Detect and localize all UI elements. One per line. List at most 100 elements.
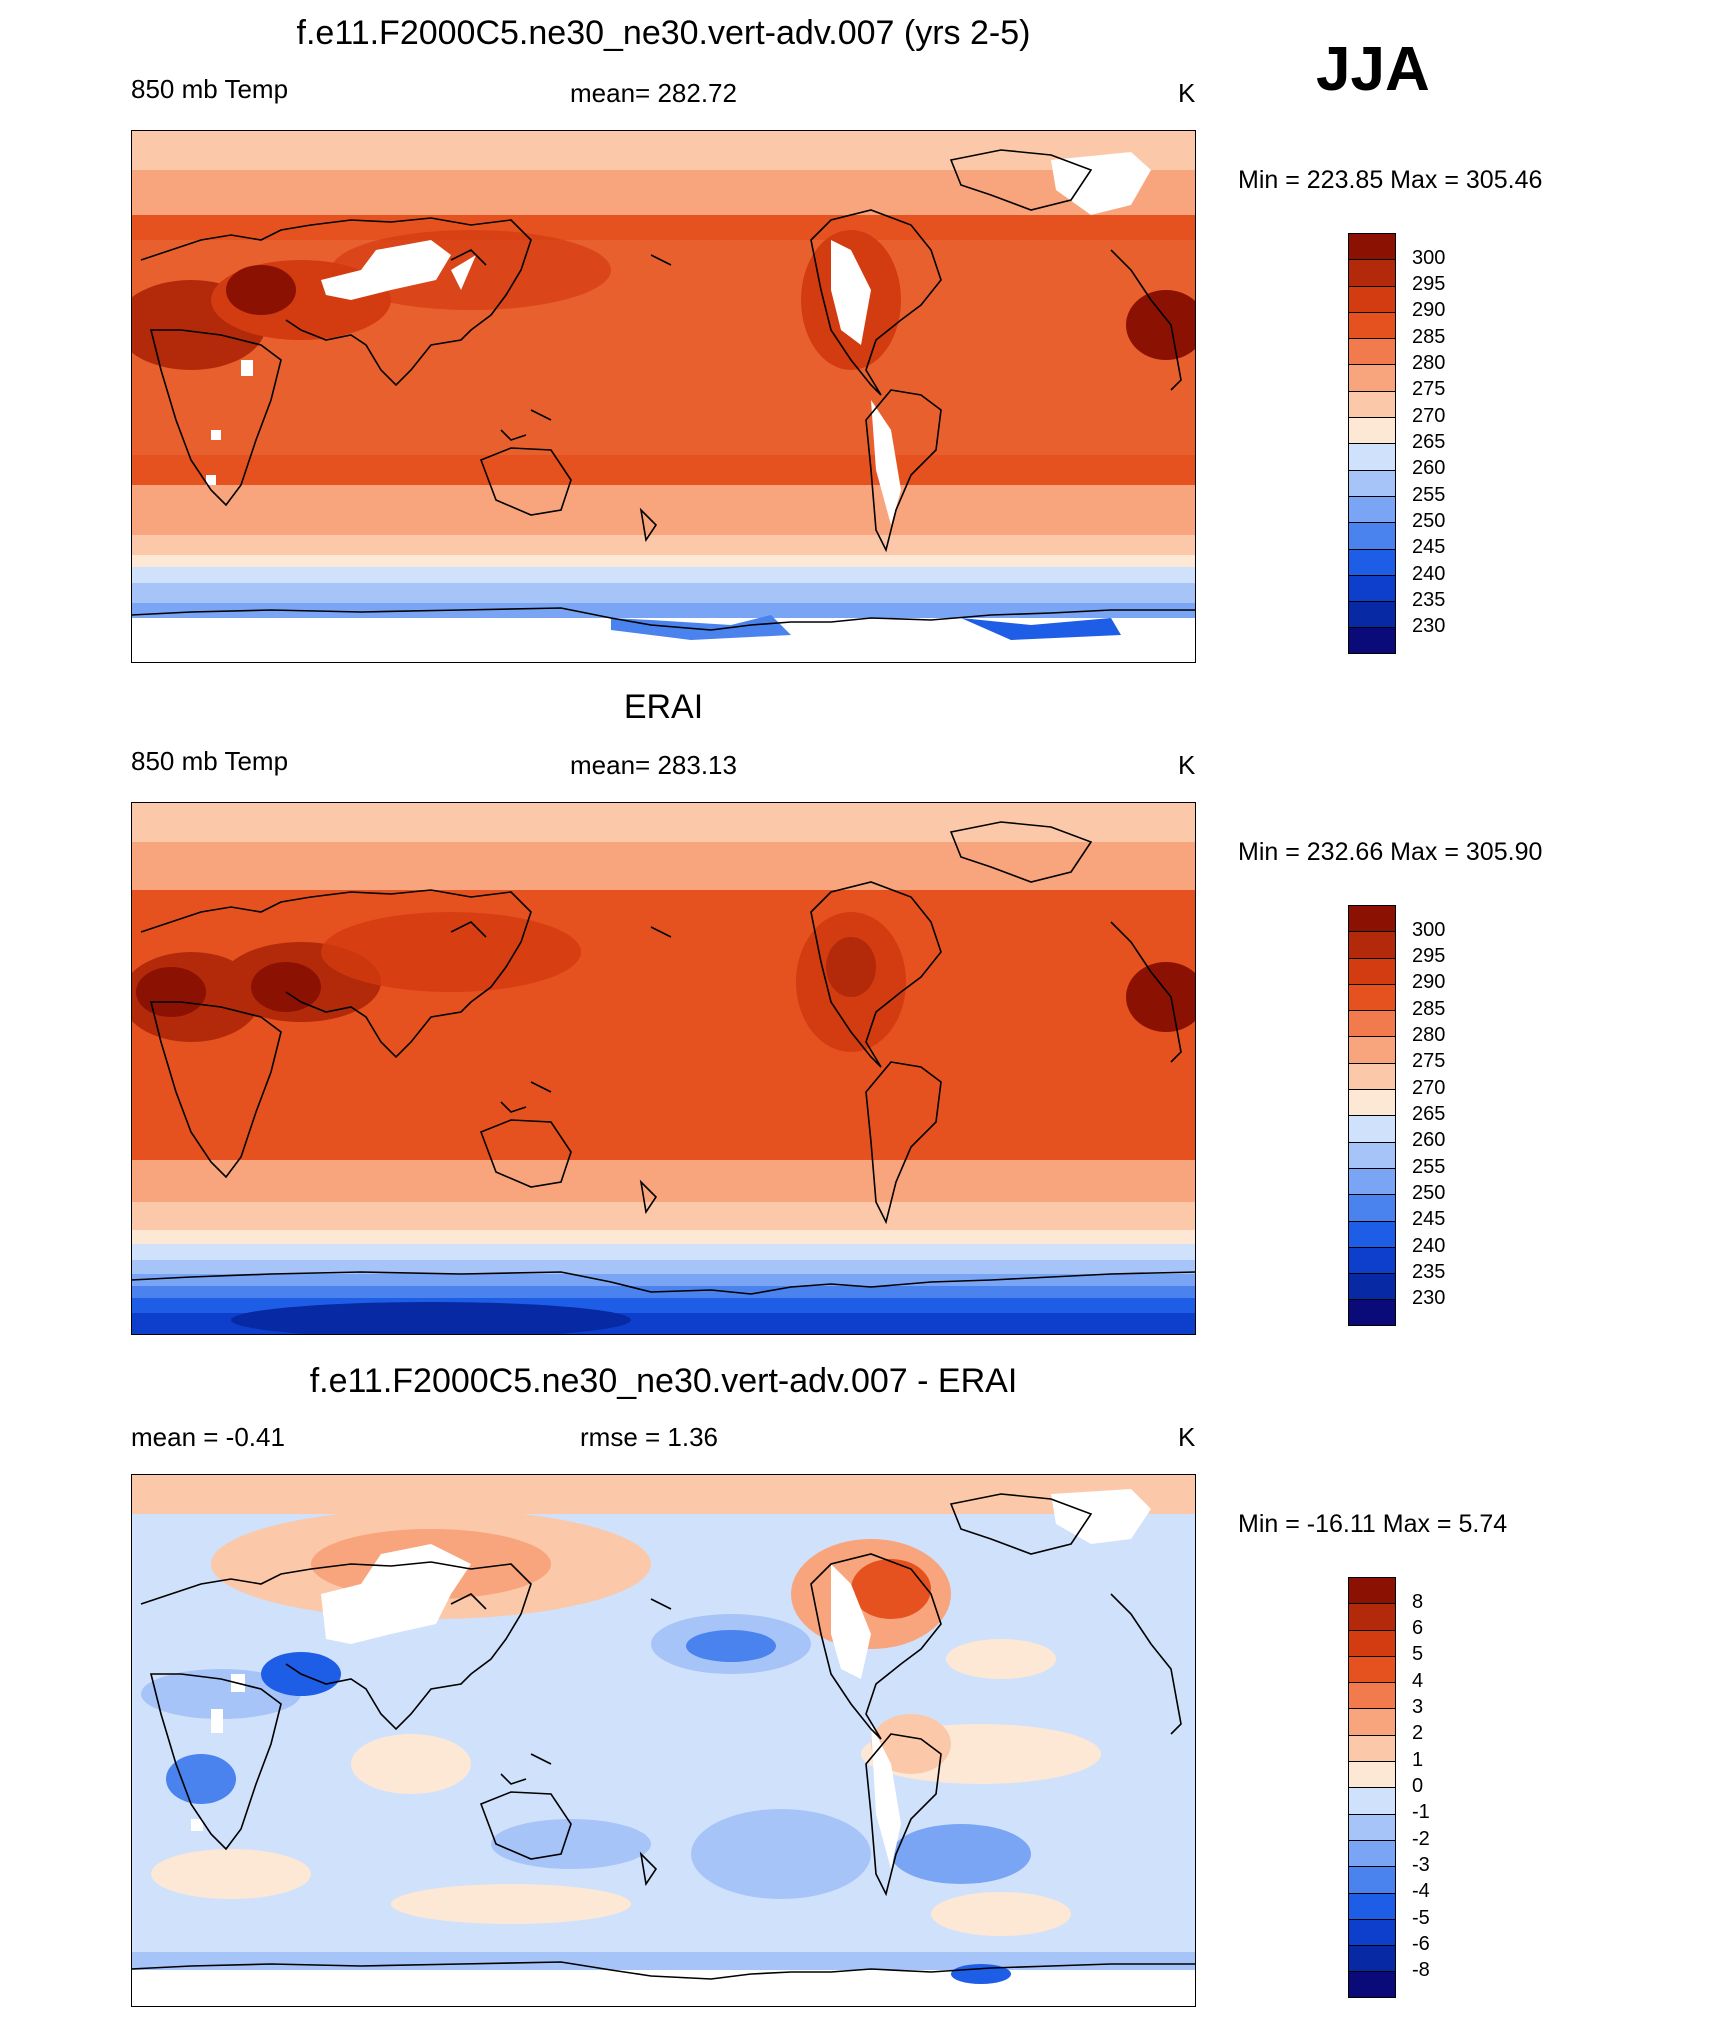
panel3-colorbar-swatch — [1348, 1629, 1396, 1656]
panel2-title: ERAI — [623, 688, 704, 726]
panel2-colorbar-swatch — [1348, 905, 1396, 932]
panel1-mean-label: mean= 282.72 — [570, 78, 737, 108]
panel1-variable-label: 850 mb Temp — [131, 74, 289, 104]
colorbar-tick-label: 265 — [1412, 431, 1446, 453]
colorbar-tick-label: 295 — [1412, 273, 1446, 295]
colorbar-tick-label: 240 — [1412, 1235, 1446, 1257]
panel2-colorbar-outline — [1348, 905, 1396, 1326]
panel3-colorbar-swatch — [1348, 1787, 1396, 1814]
colorbar-tick-label: 290 — [1412, 971, 1446, 993]
colorbar-tick-label: 300 — [1412, 919, 1446, 941]
colorbar-tick-label: 295 — [1412, 945, 1446, 967]
panel3-minmax: Min = -16.11 Max = 5.74 — [1238, 1510, 1508, 1538]
panel1-colorbar-swatch — [1348, 601, 1396, 628]
colorbar-tick-label: 230 — [1412, 615, 1446, 637]
panel1-colorbar — [1348, 233, 1396, 654]
colorbar-tick-label: -2 — [1412, 1828, 1430, 1850]
panel3-colorbar — [1348, 1577, 1396, 1998]
panel3-colorbar-swatch — [1348, 1682, 1396, 1709]
panel1-colorbar-swatch — [1348, 338, 1396, 365]
panel1-colorbar-outline — [1348, 233, 1396, 654]
panel2-colorbar-swatch — [1348, 931, 1396, 958]
panel2-colorbar-swatch — [1348, 1299, 1396, 1326]
colorbar-tick-label: 250 — [1412, 1182, 1446, 1204]
colorbar-tick-label: 255 — [1412, 1156, 1446, 1178]
panel3-units-label: K — [1178, 1422, 1196, 1452]
colorbar-tick-label: -6 — [1412, 1933, 1430, 1955]
colorbar-tick-label: 300 — [1412, 247, 1446, 269]
colorbar-tick-label: -4 — [1412, 1880, 1430, 1902]
colorbar-tick-label: 230 — [1412, 1287, 1446, 1309]
panel2-colorbar-swatch — [1348, 1220, 1396, 1247]
panel1-units-label: K — [1178, 78, 1196, 108]
panel1-colorbar-swatch — [1348, 233, 1396, 260]
panel2-colorbar-swatch — [1348, 1167, 1396, 1195]
panel2-colorbar-swatch — [1348, 957, 1396, 984]
panel3-colorbar-swatch — [1348, 1971, 1396, 1998]
panel2-colorbar — [1348, 905, 1396, 1326]
panel1-colorbar-swatch — [1348, 285, 1396, 312]
colorbar-tick-label: 285 — [1412, 326, 1446, 348]
panel1-map — [131, 130, 1196, 663]
colorbar-tick-label: 240 — [1412, 563, 1446, 585]
panel2-mean-label: mean= 283.13 — [570, 750, 737, 780]
colorbar-tick-label: 250 — [1412, 510, 1446, 532]
panel2-colorbar-swatch — [1348, 1010, 1396, 1037]
panel1-colorbar-swatch — [1348, 522, 1396, 549]
colorbar-tick-label: 245 — [1412, 536, 1446, 558]
panel3-colorbar-swatch — [1348, 1603, 1396, 1630]
colorbar-tick-label: 6 — [1412, 1617, 1424, 1639]
panel3-colorbar-swatch — [1348, 1866, 1396, 1893]
panel3-title: f.e11.F2000C5.ne30_ne30.vert-adv.007 - E… — [309, 1362, 1018, 1400]
panel1-colorbar-swatch — [1348, 417, 1396, 444]
colorbar-tick-label: 0 — [1412, 1775, 1424, 1797]
panel3-colorbar-swatch — [1348, 1734, 1396, 1762]
panel1-colorbar-swatch — [1348, 364, 1396, 391]
panel1-colorbar-swatch — [1348, 469, 1396, 496]
colorbar-tick-label: 245 — [1412, 1208, 1446, 1230]
colorbar-tick-label: 3 — [1412, 1696, 1424, 1718]
panel3-map — [131, 1474, 1196, 2007]
panel2-units-label: K — [1178, 750, 1196, 780]
panel1-minmax: Min = 223.85 Max = 305.46 — [1238, 166, 1543, 194]
panel1-colorbar-swatch — [1348, 443, 1396, 470]
panel3-rmse-label: rmse = 1.36 — [580, 1422, 719, 1452]
colorbar-tick-label: 2 — [1412, 1722, 1424, 1744]
panel2-colorbar-swatch — [1348, 1194, 1396, 1221]
colorbar-tick-label: -3 — [1412, 1854, 1430, 1876]
colorbar-tick-label: 290 — [1412, 299, 1446, 321]
colorbar-tick-label: 235 — [1412, 589, 1446, 611]
panel1-colorbar-swatch — [1348, 259, 1396, 286]
colorbar-tick-label: 260 — [1412, 457, 1446, 479]
panel2-variable-label: 850 mb Temp — [131, 746, 289, 776]
colorbar-tick-label: 275 — [1412, 1050, 1446, 1072]
panel3-colorbar-swatch — [1348, 1708, 1396, 1735]
panel3-colorbar-swatch — [1348, 1918, 1396, 1946]
panel1-colorbar-swatch — [1348, 390, 1396, 418]
panel3-mean-label: mean = -0.41 — [131, 1422, 285, 1452]
panel3-colorbar-swatch — [1348, 1577, 1396, 1604]
panel2-colorbar-swatch — [1348, 1115, 1396, 1142]
panel3-colorbar-swatch — [1348, 1761, 1396, 1788]
panel3-colorbar-swatch — [1348, 1813, 1396, 1840]
colorbar-tick-label: 270 — [1412, 1077, 1446, 1099]
panel1-colorbar-swatch — [1348, 495, 1396, 523]
panel1-colorbar-swatch — [1348, 548, 1396, 575]
colorbar-tick-label: 255 — [1412, 484, 1446, 506]
colorbar-tick-label: -1 — [1412, 1801, 1430, 1823]
panel1-colorbar-swatch — [1348, 574, 1396, 602]
colorbar-tick-label: 5 — [1412, 1643, 1424, 1665]
colorbar-tick-label: 260 — [1412, 1129, 1446, 1151]
colorbar-tick-label: 1 — [1412, 1749, 1424, 1771]
colorbar-tick-label: 265 — [1412, 1103, 1446, 1125]
colorbar-tick-label: 235 — [1412, 1261, 1446, 1283]
panel3-colorbar-outline — [1348, 1577, 1396, 1998]
panel2-colorbar-swatch — [1348, 1062, 1396, 1090]
panel3-colorbar-swatch — [1348, 1892, 1396, 1919]
colorbar-tick-label: 270 — [1412, 405, 1446, 427]
panel3-colorbar-swatch — [1348, 1839, 1396, 1867]
panel1-colorbar-swatch — [1348, 627, 1396, 654]
season-label: JJA — [1316, 35, 1430, 104]
panel2-colorbar-swatch — [1348, 1141, 1396, 1168]
panel1-colorbar-swatch — [1348, 311, 1396, 339]
